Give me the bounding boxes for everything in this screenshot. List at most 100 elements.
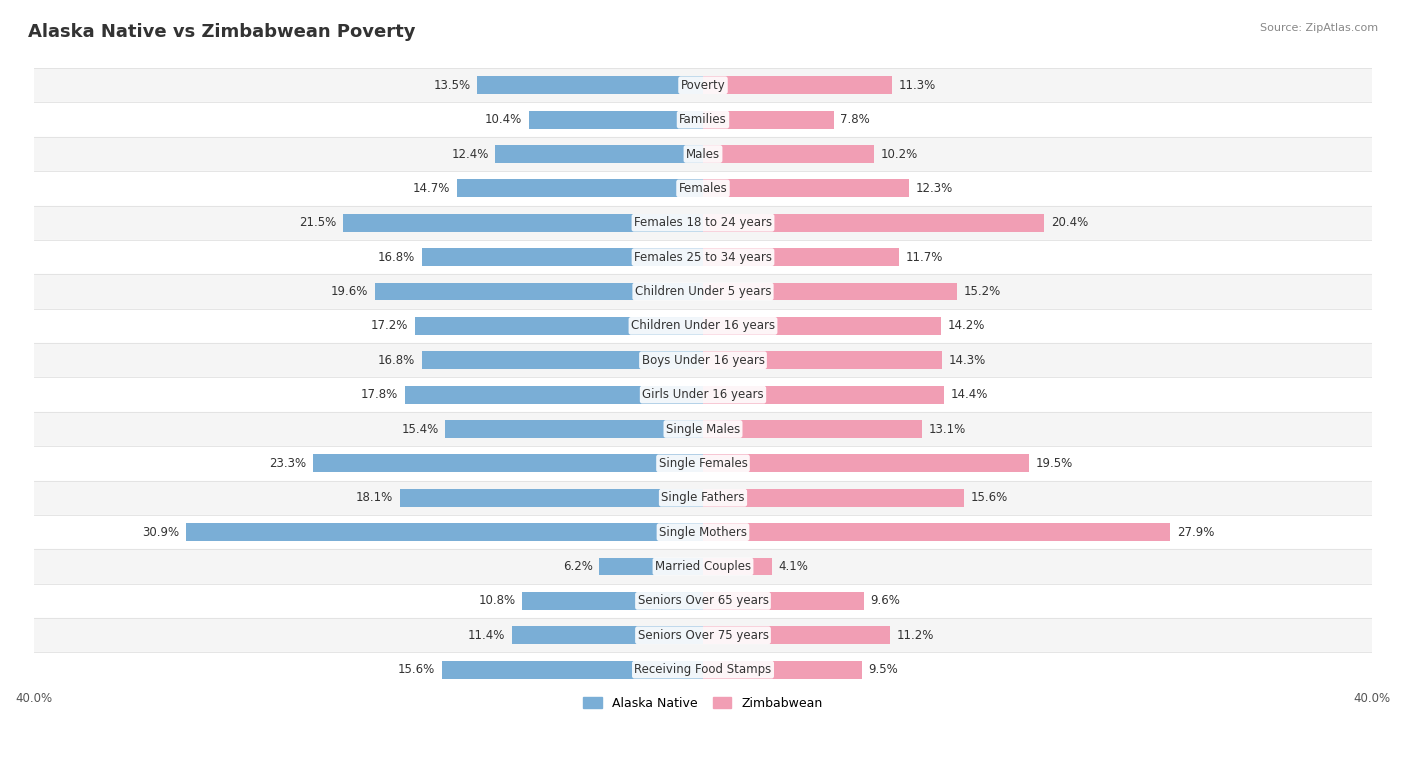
Text: Single Males: Single Males (666, 422, 740, 436)
Bar (703, 626, 890, 644)
Bar (703, 145, 873, 163)
Text: Families: Families (679, 113, 727, 126)
Text: 14.4%: 14.4% (950, 388, 988, 401)
Bar (703, 214, 1045, 232)
Bar (422, 248, 703, 266)
Text: Seniors Over 65 years: Seniors Over 65 years (637, 594, 769, 607)
Text: 15.6%: 15.6% (970, 491, 1008, 504)
Text: 30.9%: 30.9% (142, 525, 179, 539)
Bar (422, 351, 703, 369)
Bar (703, 248, 898, 266)
Text: Poverty: Poverty (681, 79, 725, 92)
Text: 23.3%: 23.3% (269, 457, 307, 470)
Text: 15.4%: 15.4% (401, 422, 439, 436)
Text: 12.3%: 12.3% (915, 182, 953, 195)
Text: 17.2%: 17.2% (371, 319, 409, 332)
Bar (441, 661, 703, 678)
Text: 14.7%: 14.7% (413, 182, 450, 195)
Text: Seniors Over 75 years: Seniors Over 75 years (637, 629, 769, 642)
Text: 14.3%: 14.3% (949, 354, 986, 367)
Text: Boys Under 16 years: Boys Under 16 years (641, 354, 765, 367)
Bar (343, 214, 703, 232)
Bar (405, 386, 703, 403)
Text: Receiving Food Stamps: Receiving Food Stamps (634, 663, 772, 676)
Text: Source: ZipAtlas.com: Source: ZipAtlas.com (1260, 23, 1378, 33)
Text: Girls Under 16 years: Girls Under 16 years (643, 388, 763, 401)
Text: Females 18 to 24 years: Females 18 to 24 years (634, 216, 772, 229)
Bar (34, 550, 1372, 584)
Text: Married Couples: Married Couples (655, 560, 751, 573)
Text: Children Under 16 years: Children Under 16 years (631, 319, 775, 332)
Text: 11.4%: 11.4% (468, 629, 506, 642)
Bar (512, 626, 703, 644)
Text: 15.2%: 15.2% (965, 285, 1001, 298)
Bar (375, 283, 703, 300)
Text: Alaska Native vs Zimbabwean Poverty: Alaska Native vs Zimbabwean Poverty (28, 23, 416, 41)
Bar (703, 351, 942, 369)
Text: 20.4%: 20.4% (1052, 216, 1088, 229)
Bar (186, 523, 703, 541)
Text: 17.8%: 17.8% (361, 388, 398, 401)
Bar (401, 489, 703, 506)
Text: 9.5%: 9.5% (869, 663, 898, 676)
Text: Single Females: Single Females (658, 457, 748, 470)
Bar (599, 558, 703, 575)
Text: 7.8%: 7.8% (841, 113, 870, 126)
Bar (34, 240, 1372, 274)
Bar (34, 205, 1372, 240)
Text: 9.6%: 9.6% (870, 594, 900, 607)
Bar (703, 661, 862, 678)
Bar (703, 77, 893, 94)
Bar (522, 592, 703, 610)
Text: 19.5%: 19.5% (1036, 457, 1073, 470)
Text: 18.1%: 18.1% (356, 491, 394, 504)
Bar (34, 515, 1372, 550)
Bar (446, 420, 703, 438)
Text: 21.5%: 21.5% (299, 216, 336, 229)
Text: 16.8%: 16.8% (378, 354, 415, 367)
Bar (495, 145, 703, 163)
Text: 12.4%: 12.4% (451, 148, 489, 161)
Text: Single Mothers: Single Mothers (659, 525, 747, 539)
Bar (703, 523, 1170, 541)
Bar (703, 489, 965, 506)
Text: 10.8%: 10.8% (478, 594, 516, 607)
Bar (703, 317, 941, 335)
Bar (703, 386, 943, 403)
Text: Females 25 to 34 years: Females 25 to 34 years (634, 251, 772, 264)
Bar (34, 481, 1372, 515)
Text: 19.6%: 19.6% (330, 285, 368, 298)
Text: 16.8%: 16.8% (378, 251, 415, 264)
Text: 13.5%: 13.5% (433, 79, 471, 92)
Text: Single Fathers: Single Fathers (661, 491, 745, 504)
Text: 15.6%: 15.6% (398, 663, 436, 676)
Bar (34, 412, 1372, 446)
Text: 27.9%: 27.9% (1177, 525, 1213, 539)
Text: 6.2%: 6.2% (562, 560, 592, 573)
Bar (34, 102, 1372, 136)
Text: 10.2%: 10.2% (880, 148, 918, 161)
Bar (34, 171, 1372, 205)
Text: 4.1%: 4.1% (779, 560, 808, 573)
Bar (415, 317, 703, 335)
Bar (703, 558, 772, 575)
Bar (34, 68, 1372, 102)
Bar (34, 653, 1372, 687)
Text: 11.2%: 11.2% (897, 629, 935, 642)
Bar (457, 180, 703, 197)
Bar (34, 618, 1372, 653)
Text: Males: Males (686, 148, 720, 161)
Bar (34, 136, 1372, 171)
Bar (703, 455, 1029, 472)
Bar (477, 77, 703, 94)
Text: 10.4%: 10.4% (485, 113, 522, 126)
Bar (703, 180, 908, 197)
Bar (34, 584, 1372, 618)
Bar (34, 343, 1372, 377)
Bar (34, 377, 1372, 412)
Bar (34, 274, 1372, 309)
Text: Children Under 5 years: Children Under 5 years (634, 285, 772, 298)
Bar (703, 592, 863, 610)
Bar (703, 420, 922, 438)
Bar (314, 455, 703, 472)
